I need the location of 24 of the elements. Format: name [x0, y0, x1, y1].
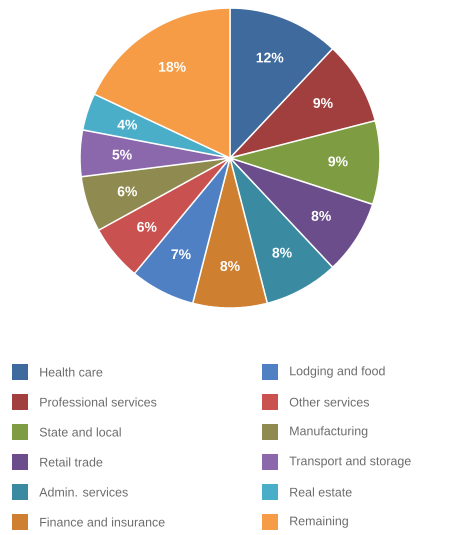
legend-label: Health care: [40, 367, 102, 377]
legend-label: Admin. services: [39, 487, 128, 497]
data-label: 6%: [137, 222, 156, 232]
data-label: 4%: [117, 120, 137, 130]
data-label: 12%: [256, 52, 284, 63]
legend-label: Remaining: [290, 516, 348, 528]
data-label: 9%: [328, 156, 348, 166]
data-label: 8%: [312, 210, 331, 221]
legend-label: Manufacturing: [290, 426, 368, 438]
legend-label: Professional services: [40, 397, 156, 407]
data-label: 8%: [272, 248, 292, 258]
data-label: 9%: [313, 98, 333, 108]
legend-label: Retail trade: [40, 457, 102, 467]
data-label: 5%: [112, 150, 132, 160]
data-label: 7%: [171, 249, 191, 260]
legend-label: State and local: [40, 427, 121, 437]
legend-label: Finance and insurance: [40, 517, 165, 527]
legend-label: Other services: [290, 397, 370, 407]
legend-label: Transport and storage: [289, 456, 411, 468]
data-label: 8%: [220, 261, 240, 271]
data-label: 18%: [159, 62, 186, 72]
legend-label: Real estate: [290, 487, 352, 497]
legend-label: Lodging and food: [290, 366, 385, 378]
data-label: 6%: [118, 186, 137, 196]
